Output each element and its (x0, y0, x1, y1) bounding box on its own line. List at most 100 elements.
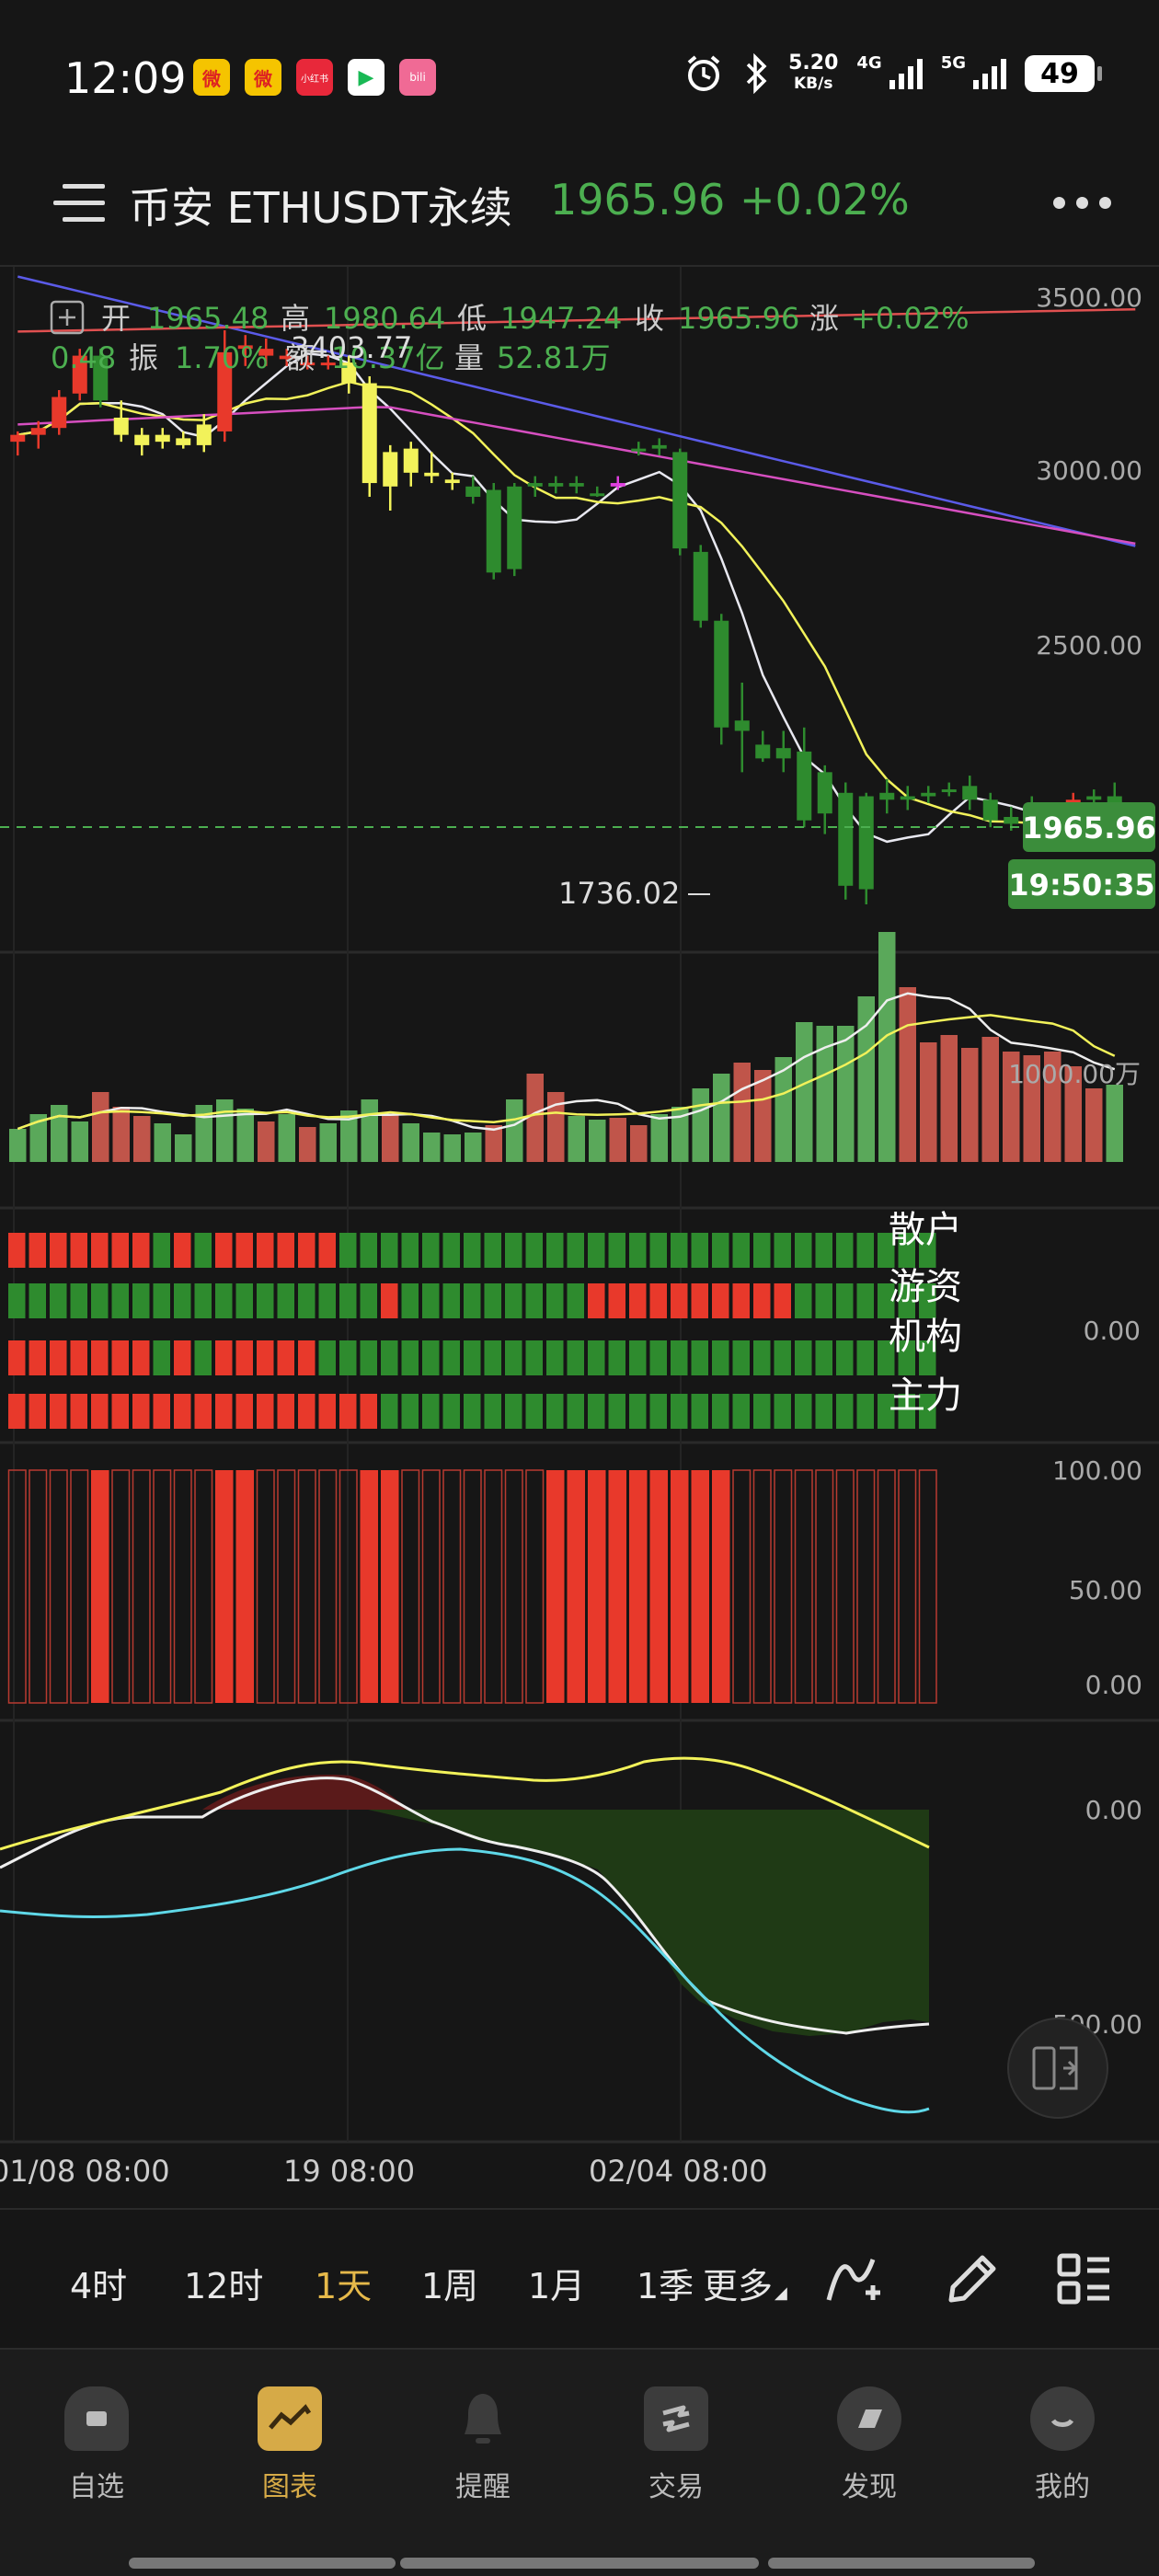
flow-cell (608, 1394, 625, 1429)
candle-body (424, 472, 440, 477)
symbol-header: 币安 ETHUSDT永续 1965.96 +0.02% (0, 156, 1159, 267)
candle-body (320, 362, 336, 366)
countdown-tag (1008, 859, 1155, 909)
candle-body (651, 444, 667, 449)
candle-body (838, 792, 854, 886)
indicator-icon[interactable] (821, 2247, 886, 2311)
candle-body (590, 493, 605, 497)
volume-bar (609, 1118, 626, 1162)
flow-cell (132, 1394, 150, 1429)
nav-alerts[interactable]: 提醒 (419, 2386, 547, 2504)
percent-bar-filled (235, 1470, 254, 1703)
flow-cell (856, 1233, 874, 1268)
flow-cell (339, 1340, 357, 1375)
flow-cell (505, 1283, 522, 1318)
flow-cell (235, 1283, 253, 1318)
flow-cell (484, 1340, 501, 1375)
volume-bar (402, 1123, 419, 1162)
percent-bar-outline (504, 1469, 523, 1704)
flow-cell (856, 1340, 874, 1375)
volume-bar (837, 1026, 855, 1162)
percent-bar-outline (256, 1469, 275, 1704)
candle-body (941, 789, 957, 793)
menu-icon[interactable] (53, 182, 105, 224)
flow-cell (442, 1394, 460, 1429)
nav-chart[interactable]: 图表 (225, 2386, 354, 2504)
percent-bar-outline (774, 1469, 793, 1704)
nav-discover[interactable]: 发现 (805, 2386, 934, 2504)
nav-watchlist[interactable]: 自选 (32, 2386, 161, 2504)
change-value: +0.02% (851, 301, 969, 336)
candle-body (879, 792, 895, 800)
flow-cell (691, 1394, 708, 1429)
timeframe-4h[interactable]: 4时 (70, 2266, 128, 2306)
flow-cell (257, 1340, 274, 1375)
timeframe-bar: 4时 12时 1天 1周 1月 1季 更多 ◢ (0, 2208, 1159, 2346)
fullscreen-toggle-button[interactable] (1007, 2018, 1108, 2119)
flow-cell (257, 1283, 274, 1318)
candle-body (755, 744, 771, 759)
flow-cell (649, 1283, 667, 1318)
flow-cell (691, 1340, 708, 1375)
layout-grid-icon[interactable] (1052, 2247, 1117, 2311)
flow-cell (815, 1340, 832, 1375)
nav-trade[interactable]: 交易 (612, 2386, 740, 2504)
flow-cell (588, 1340, 605, 1375)
percent-bar-outline (732, 1469, 752, 1704)
price-change: +0.02% (740, 175, 910, 224)
candle-body (341, 362, 357, 384)
candle-body (403, 448, 419, 473)
candle-body (93, 355, 109, 401)
timeframe-1d[interactable]: 1天 (315, 2266, 373, 2306)
flow-cell (91, 1233, 109, 1268)
nav-label: 提醒 (455, 2471, 511, 2503)
percent-bar-outline (339, 1469, 358, 1704)
min-price-marker: 1736.02 (558, 876, 680, 911)
timeframe-1q[interactable]: 1季 (637, 2266, 694, 2306)
candle-body (548, 483, 564, 487)
draw-pencil-icon[interactable] (940, 2247, 1004, 2311)
flow-legend-retail: 散户 (889, 1209, 962, 1251)
percent-bar-filled (608, 1470, 626, 1703)
flow-cell (671, 1340, 688, 1375)
timeframe-12h[interactable]: 12时 (184, 2266, 264, 2306)
flow-cell (50, 1283, 67, 1318)
signal-type-label: 5G (940, 53, 966, 73)
open-label: 开 (101, 301, 131, 336)
flow-cell (29, 1233, 46, 1268)
amplitude-prefix: 0.48 (51, 340, 116, 375)
volume-bar (1106, 1085, 1123, 1162)
timeframe-more[interactable]: 更多 ◢ (703, 2266, 787, 2306)
flow-cell (8, 1394, 26, 1429)
flow-cell (298, 1233, 316, 1268)
flow-cell (484, 1394, 501, 1429)
flow-cell (629, 1394, 647, 1429)
percent-bar-outline (194, 1469, 213, 1704)
flow-cell (732, 1340, 750, 1375)
gesture-bar (400, 2558, 759, 2569)
flow-cell (919, 1283, 936, 1318)
candle-body (465, 486, 481, 498)
flow-cell (318, 1233, 336, 1268)
flow-cell (401, 1283, 419, 1318)
timeframe-1m[interactable]: 1月 (528, 2266, 586, 2306)
candle-body (672, 452, 688, 549)
candle-body (527, 483, 543, 487)
candle-body (1086, 796, 1102, 800)
last-price: 1965.96 (550, 175, 726, 224)
add-indicator-icon[interactable] (50, 300, 85, 335)
flow-cell (546, 1283, 564, 1318)
flow-cell (215, 1394, 233, 1429)
flow-cell (671, 1233, 688, 1268)
flow-cell (111, 1233, 129, 1268)
volume-bar (361, 1099, 378, 1162)
flow-cell (464, 1233, 481, 1268)
chart-area[interactable]: 开 1965.48 高 1980.64 低 1947.24 收 1965.96 … (0, 267, 1159, 2208)
symbol-title[interactable]: 币安 ETHUSDT永续 (129, 183, 512, 233)
high-value: 1980.64 (324, 301, 445, 336)
candle-body (196, 424, 212, 445)
flow-cell (878, 1283, 895, 1318)
nav-profile[interactable]: 我的 (998, 2386, 1127, 2504)
timeframe-1w[interactable]: 1周 (421, 2266, 479, 2306)
more-options-icon[interactable] (1053, 197, 1111, 209)
